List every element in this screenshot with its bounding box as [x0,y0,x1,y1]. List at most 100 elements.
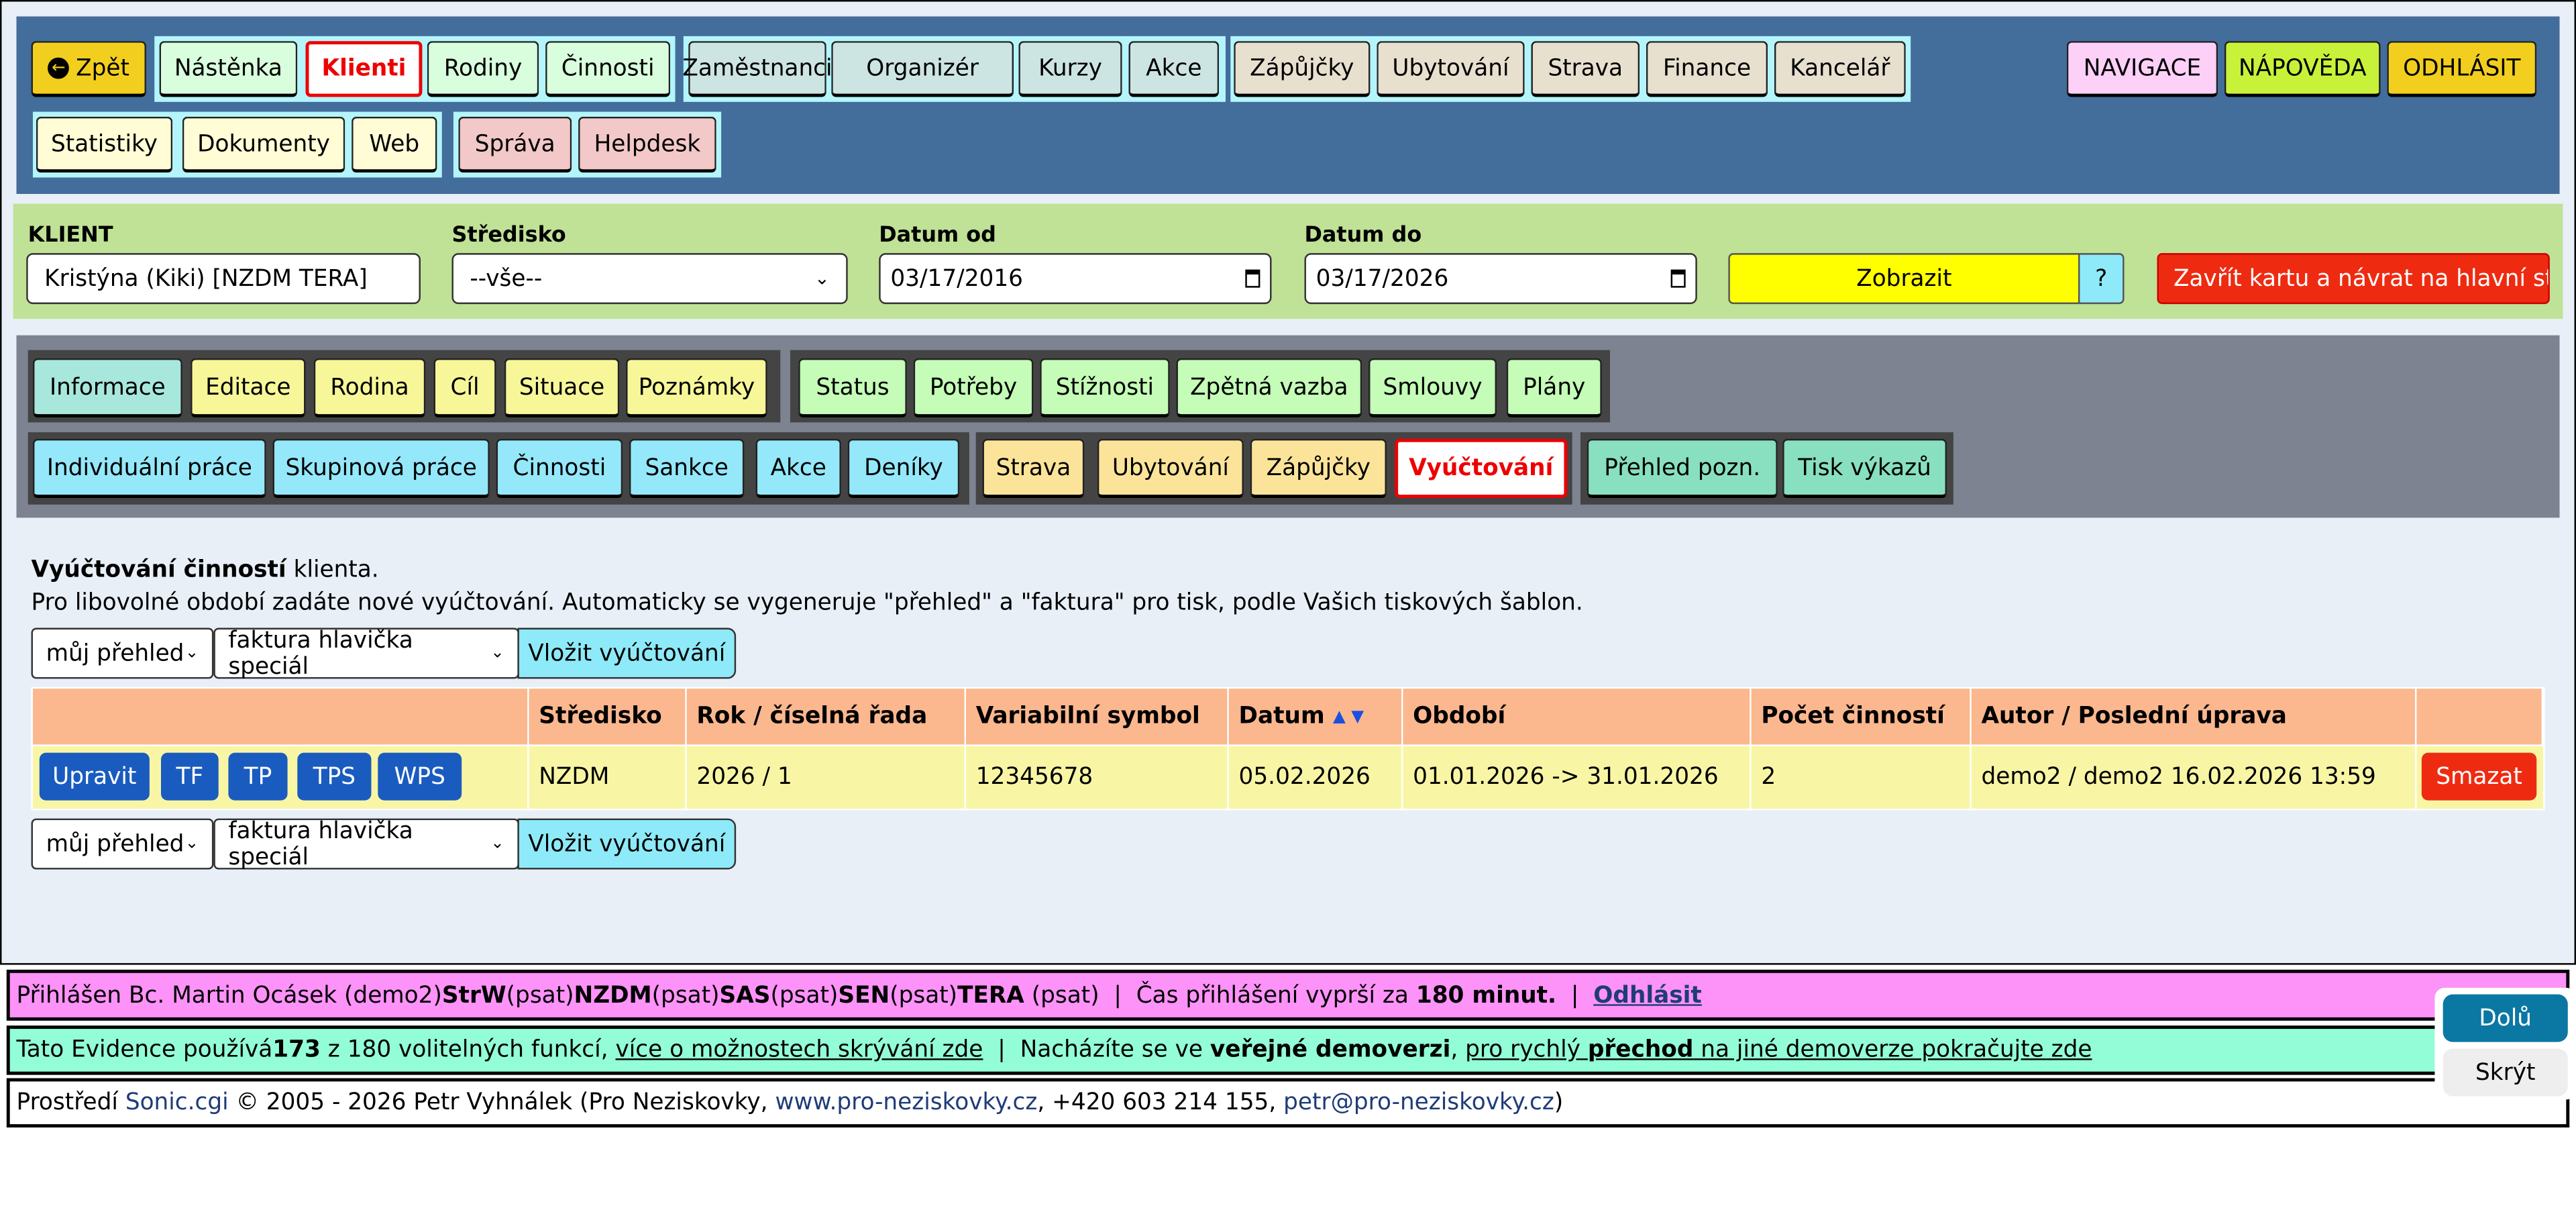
nav-item-kurzy[interactable]: Kurzy [1018,41,1122,97]
nav-item-helpdesk[interactable]: Helpdesk [578,116,716,173]
nav-item-dokumenty[interactable]: Dokumenty [182,116,345,173]
tps-button[interactable]: TPS [297,752,372,801]
nav-item-zaměstnanci[interactable]: Zaměstnanci [682,41,833,97]
date-from-field[interactable]: 03/17/2016 [879,253,1272,305]
tab-vyúčtování[interactable]: Vyúčtování [1395,438,1568,499]
tab-tisk-výkazů[interactable]: Tisk výkazů [1782,438,1947,499]
nav-nápověda-button[interactable]: NÁPOVĚDA [2224,41,2381,97]
text: z 180 volitelných funkcí, [320,1037,616,1064]
nav-item-strava[interactable]: Strava [1531,41,1640,97]
nav-item-statistiky[interactable]: Statistiky [36,116,173,173]
tab-smlouvy[interactable]: Smlouvy [1368,358,1497,418]
features-info-bar: Tato Evidence používá 173 z 180 voliteln… [6,1025,2570,1075]
column-header: Počet činností [1751,689,1970,745]
calendar-icon [1245,269,1260,288]
date-to-label: Datum do [1304,223,1422,248]
column-header[interactable]: Datum ▲ ▼ [1228,689,1401,745]
text: (psat) [770,982,839,1009]
delete-button[interactable]: Smazat [2421,752,2537,801]
logout-link[interactable]: Odhlásit [1593,982,1702,1009]
nav-item-ubytování[interactable]: Ubytování [1377,41,1525,97]
tab-činnosti[interactable]: Činnosti [496,438,623,499]
text: Datum [1238,703,1325,730]
tab-plány[interactable]: Plány [1506,358,1602,418]
tab-sankce[interactable]: Sankce [629,438,745,499]
client-field[interactable]: Kristýna (Kiki) [NZDM TERA] [26,253,421,305]
nav-item-rodiny[interactable]: Rodiny [427,41,539,97]
tab-deníky[interactable]: Deníky [847,438,960,499]
nav-item-organizér[interactable]: Organizér [831,41,1014,97]
scroll-down-button[interactable]: Dolů [2443,994,2568,1042]
help-button[interactable]: ? [2078,253,2125,305]
back-label: Zpět [76,55,129,82]
invoice-template-select[interactable]: faktura hlavička speciál ⌄ [213,817,519,870]
section-title-rest: klienta. [286,557,379,584]
nav-item-kancelář[interactable]: Kancelář [1774,41,1906,97]
tab-poznámky[interactable]: Poznámky [626,358,767,418]
nav-item-akce[interactable]: Akce [1128,41,1220,97]
table-cell: 2026 / 1 [686,746,965,809]
sort-arrows-icon[interactable]: ▲ ▼ [1332,707,1364,726]
text: (psat) [506,982,574,1009]
tab-potřeby[interactable]: Potřeby [913,358,1034,418]
tab-informace[interactable]: Informace [32,358,182,418]
tab-status[interactable]: Status [798,358,907,418]
insert-billing-button[interactable]: Vložit vyúčtování [517,818,737,870]
tab-stížnosti[interactable]: Stížnosti [1040,358,1170,418]
nav-odhlásit-button[interactable]: ODHLÁSIT [2387,41,2537,97]
tp-button[interactable]: TP [228,752,288,801]
column-header: Variabilní symbol [966,689,1228,745]
back-button[interactable]: ← Zpět [31,41,146,97]
nav-item-klienti[interactable]: Klienti [305,41,423,97]
hide-button[interactable]: Skrýt [2443,1048,2568,1097]
tab-strava[interactable]: Strava [982,438,1085,499]
wps-button[interactable]: WPS [378,752,462,801]
calendar-icon [1670,269,1686,288]
nav-item-správa[interactable]: Správa [458,116,572,173]
tab-editace[interactable]: Editace [191,358,306,418]
nav-item-finance[interactable]: Finance [1646,41,1768,97]
overview-template-select[interactable]: můj přehled ⌄ [31,818,214,870]
sonic-link[interactable]: Sonic.cgi [125,1089,229,1116]
upravit-button[interactable]: Upravit [39,752,150,801]
close-card-button[interactable]: Zavřít kartu a návrat na hlavní stra [2157,253,2550,305]
tab-přehled-pozn.[interactable]: Přehled pozn. [1587,438,1778,499]
invoice-template-value: faktura hlavička speciál [228,817,413,870]
center-value: --vše-- [470,265,543,292]
text: SEN [838,982,890,1009]
table-cell: NZDM [529,746,686,809]
feature-hiding-link[interactable]: více o možnostech skrývání zde [615,1037,983,1064]
show-button[interactable]: Zobrazit [1728,253,2080,305]
tf-button[interactable]: TF [161,752,219,801]
demo-switch-link[interactable]: pro rychlý přechod na jiné demoverze pok… [1465,1037,2092,1063]
center-select[interactable]: --vše-- ⌄ [451,253,848,305]
nav-item-nástěnka[interactable]: Nástěnka [159,41,298,97]
invoice-template-select[interactable]: faktura hlavička speciál ⌄ [213,627,519,680]
date-from-value: 03/17/2016 [890,265,1023,292]
column-header [2416,689,2542,745]
chevron-down-icon: ⌄ [490,644,504,662]
nav-item-zápůjčky[interactable]: Zápůjčky [1234,41,1371,97]
overview-template-select[interactable]: můj přehled ⌄ [31,627,214,679]
section-title-bold: Vyúčtování činností [31,557,286,584]
tab-ubytování[interactable]: Ubytování [1097,438,1244,499]
tab-rodina[interactable]: Rodina [313,358,426,418]
date-to-field[interactable]: 03/17/2026 [1304,253,1697,305]
tab-skupinová-práce[interactable]: Skupinová práce [272,438,490,499]
tab-situace[interactable]: Situace [504,358,620,418]
nav-item-činnosti[interactable]: Činnosti [545,41,671,97]
website-link[interactable]: www.pro-neziskovky.cz [775,1089,1038,1116]
tab-akce[interactable]: Akce [755,438,841,499]
text: © 2005 - 2026 Petr Vyhnálek (Pro Nezisko… [228,1089,775,1116]
insert-billing-button[interactable]: Vložit vyúčtování [517,627,737,679]
tab-individuální-práce[interactable]: Individuální práce [32,438,266,499]
text: | [1556,982,1594,1009]
tab-zpětná-vazba[interactable]: Zpětná vazba [1176,358,1362,418]
tab-cíl[interactable]: Cíl [433,358,496,418]
nav-item-web[interactable]: Web [352,116,437,173]
tab-zápůjčky[interactable]: Zápůjčky [1250,438,1387,499]
email-link[interactable]: petr@pro-neziskovky.cz [1283,1089,1554,1116]
table-cell: 12345678 [966,746,1228,809]
nav-navigace-button[interactable]: NAVIGACE [2066,41,2218,97]
overview-template-value: můj přehled [46,640,184,667]
